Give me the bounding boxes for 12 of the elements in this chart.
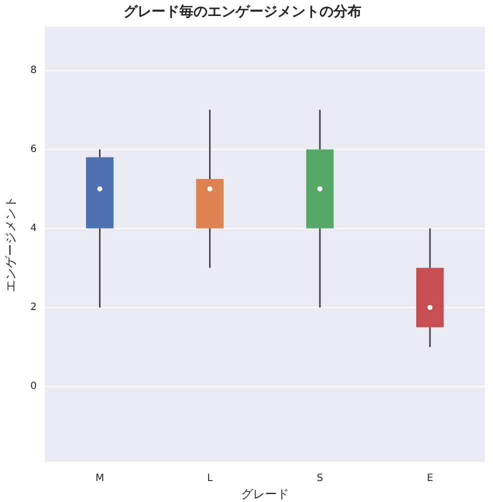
x-axis-title: グレード bbox=[240, 486, 289, 501]
y-tick-label: 2 bbox=[30, 302, 37, 314]
x-tick-label: M bbox=[95, 473, 104, 484]
x-tick-label: S bbox=[316, 473, 324, 484]
chart-title: グレード毎のエンゲージメントの分布 bbox=[124, 4, 362, 20]
x-tick-label: E bbox=[426, 473, 434, 484]
x-tick-label: L bbox=[207, 473, 214, 484]
y-tick-label: 0 bbox=[30, 381, 37, 392]
y-tick-label: 4 bbox=[30, 222, 37, 234]
y-tick-label: 6 bbox=[30, 144, 37, 155]
y-tick-label: 8 bbox=[30, 64, 37, 76]
y-axis-title: エンゲージメント bbox=[3, 196, 18, 292]
